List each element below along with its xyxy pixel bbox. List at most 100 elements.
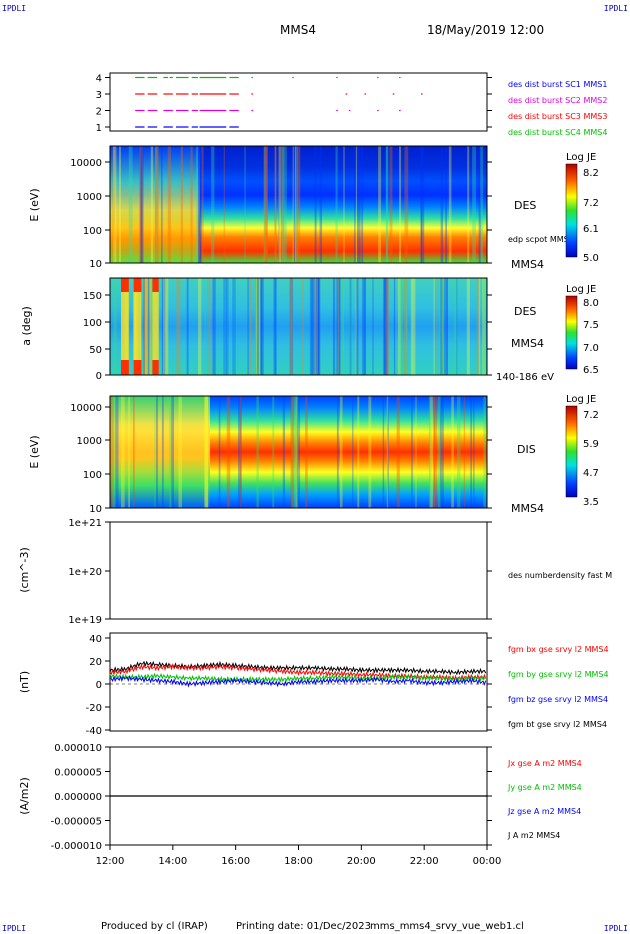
current-legend-entry: Jx gse A m2 MMS4 xyxy=(507,759,582,768)
dis-energy-stripe xyxy=(340,396,343,508)
des-energy-stripes xyxy=(112,146,484,263)
density-tick-label: 1e+20 xyxy=(68,567,102,578)
dis-energy-colorbar xyxy=(565,405,578,498)
des-energy-stripe xyxy=(167,146,171,263)
des-energy-stripe xyxy=(319,146,323,263)
panel-des-energy: E (eV) 10 100 1000 10000 DES edp scpot MMS4… xyxy=(28,145,599,271)
des-pitch-stripe xyxy=(314,278,319,375)
bfield-series-line xyxy=(110,674,487,688)
des-energy-stripe xyxy=(190,146,193,263)
dis-energy-stripe xyxy=(291,396,296,508)
des-energy-stripe xyxy=(404,146,409,263)
des-energy-stripe xyxy=(113,146,117,263)
des-pitch-stripe xyxy=(150,278,154,375)
des-energy-stripe xyxy=(389,146,393,263)
des-pitch-stripe xyxy=(336,278,341,375)
des-energy-stripe xyxy=(343,146,345,263)
des-pitch-stripe xyxy=(144,278,148,375)
des-energy-stripe xyxy=(196,146,199,263)
des-pitch-energy-range: 140-186 eV xyxy=(496,372,554,383)
des-energy-tick-label: 1000 xyxy=(77,192,102,203)
des-pitch-tick-label: 100 xyxy=(83,318,102,329)
bfield-lines xyxy=(109,660,487,688)
des-pitch-stripe xyxy=(143,278,147,375)
current-yticks: -0.000010 -0.000005 0.000000 0.000005 0.0000… xyxy=(51,743,492,852)
dis-energy-stripe xyxy=(128,396,130,508)
des-energy-tick-label: 10 xyxy=(89,259,102,270)
x-tick-label: 16:00 xyxy=(221,856,250,867)
des-pitch-stripe xyxy=(143,278,145,375)
des-energy-tick-label: 100 xyxy=(83,226,102,237)
dis-energy-stripe xyxy=(121,396,125,508)
des-pitch-stripe xyxy=(398,278,401,375)
des-pitch-stripe xyxy=(311,278,316,375)
des-energy-stripe xyxy=(295,146,298,263)
des-pitch-background xyxy=(110,278,487,375)
panel-burst-marks xyxy=(135,76,423,128)
density-tick-label: 1e+19 xyxy=(68,615,102,626)
des-energy-stripe xyxy=(335,146,338,263)
des-pitch-stripe xyxy=(444,278,448,375)
des-energy-stripe xyxy=(140,146,143,263)
dis-energy-stripe xyxy=(336,396,339,508)
bfield-tick-label: 0 xyxy=(96,680,102,691)
des-pitch-stripe xyxy=(259,278,263,375)
des-pitch-stripe xyxy=(482,278,486,375)
current-xticks: 12:00 14:00 16:00 18:00 20:00 22:00 00:00 xyxy=(96,845,501,867)
des-energy-stripe xyxy=(211,146,215,263)
des-pitch-stripe xyxy=(356,278,359,375)
des-energy-stripe xyxy=(112,146,115,263)
des-pitch-stripe xyxy=(337,278,340,375)
footer-script-name: mms_mms4_srvy_vue_web1.cl xyxy=(370,921,524,932)
des-pitch-stripe xyxy=(385,278,389,375)
x-tick-label: 14:00 xyxy=(158,856,187,867)
des-energy-stripe xyxy=(399,146,402,263)
des-energy-cbar-tick-4: 5.0 xyxy=(583,253,599,264)
des-energy-stripe xyxy=(128,146,133,263)
des-pitch-tick-label: 0 xyxy=(96,371,102,382)
des-energy-stripe xyxy=(274,146,277,263)
des-pitch-warm xyxy=(133,292,142,360)
des-pitch-stripe xyxy=(439,278,444,375)
dis-energy-stripe xyxy=(218,396,221,508)
des-pitch-stripe xyxy=(256,278,258,375)
des-energy-stripe xyxy=(296,146,301,263)
des-pitch-stripe xyxy=(315,278,320,375)
des-pitch-stripe xyxy=(212,278,216,375)
density-legend: des numberdensity fast M xyxy=(508,571,612,580)
des-pitch-stripe xyxy=(247,278,250,375)
dis-energy-ylabel: E (eV) xyxy=(28,435,41,468)
current-tick-label: -0.000005 xyxy=(51,817,102,828)
density-frame xyxy=(109,521,488,620)
des-pitch-stripe xyxy=(355,278,357,375)
dis-energy-stripe xyxy=(387,396,389,508)
des-pitch-cbar-tick-1: 8.0 xyxy=(583,298,599,309)
des-energy-stripe xyxy=(420,146,425,263)
dis-energy-stripe xyxy=(256,396,259,508)
dis-energy-stripe xyxy=(272,396,275,508)
dis-energy-yticks: 10 100 1000 10000 xyxy=(70,403,492,515)
burst-tick-label: 2 xyxy=(96,107,102,118)
dis-energy-tick-label: 10 xyxy=(89,504,102,515)
dis-energy-stripe xyxy=(457,396,461,508)
des-energy-stripe xyxy=(274,146,277,263)
des-pitch-stripe xyxy=(302,278,304,375)
current-legend-entry: J A m2 MMS4 xyxy=(507,831,560,840)
x-tick-label: 20:00 xyxy=(347,856,376,867)
des-pitch-stripe xyxy=(207,278,209,375)
des-energy-stripe xyxy=(263,146,266,263)
des-pitch-cbar-tick-2: 7.5 xyxy=(583,320,599,331)
dis-energy-stripe xyxy=(295,396,298,508)
panel-density: (cm^-3) 1e+19 1e+20 1e+21 des numberdensit… xyxy=(18,518,612,626)
bfield-frame xyxy=(109,632,488,732)
bfield-legend-entry: fgm bx gse srvy l2 MMS4 xyxy=(508,645,609,654)
dis-energy-stripe xyxy=(357,396,360,508)
panel-burst-legend: des dist burst SC1 MMS1 des dist burst SC… xyxy=(508,80,607,137)
current-ylabel: (A/m2) xyxy=(18,777,31,815)
bfield-ylabel: (nT) xyxy=(18,671,31,693)
des-pitch-stripe xyxy=(399,278,401,375)
des-pitch-stripe xyxy=(338,278,341,375)
dis-energy-stripe xyxy=(112,396,116,508)
des-energy-yticks: 10 100 1000 10000 xyxy=(70,158,492,270)
